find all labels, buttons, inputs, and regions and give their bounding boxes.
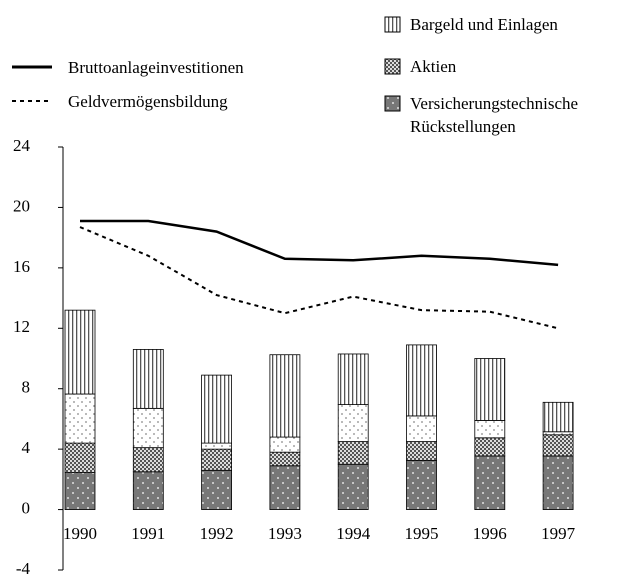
bar-segment — [132, 349, 164, 409]
line-series — [80, 219, 559, 267]
x-tick-label: 1995 — [405, 524, 439, 543]
x-tick-label: 1991 — [131, 524, 165, 543]
y-tick-label: 24 — [13, 136, 31, 155]
bar-segment — [64, 442, 96, 473]
bar-segment — [474, 420, 506, 439]
bar-segment — [201, 469, 233, 510]
legend-label: Bruttoanlageinvestitionen — [68, 58, 244, 77]
bar-segment — [474, 455, 506, 510]
x-tick-label: 1992 — [200, 524, 234, 543]
bar-segment — [542, 455, 574, 510]
x-tick-label: 1994 — [336, 524, 371, 543]
legend-swatch — [384, 16, 401, 33]
y-tick-label: -4 — [16, 559, 31, 574]
y-tick-label: 20 — [13, 196, 30, 215]
x-tick-label: 1993 — [268, 524, 302, 543]
bar-segment — [474, 358, 506, 421]
x-tick-label: 1996 — [473, 524, 507, 543]
bar-segment — [64, 393, 96, 444]
bar-segment — [542, 431, 574, 436]
bar-segment — [64, 309, 96, 395]
bar-segment — [406, 344, 437, 417]
x-tick-label: 1990 — [63, 524, 97, 543]
legend-label: Bargeld und Einlagen — [410, 15, 558, 34]
bar-segment — [542, 401, 574, 433]
bar-segment — [269, 451, 301, 467]
bar-segment — [201, 442, 233, 450]
bar-segment — [64, 472, 96, 510]
legend-label: Aktien — [410, 57, 457, 76]
y-tick-label: 4 — [22, 438, 31, 457]
bar-segment — [132, 407, 164, 449]
y-tick-label: 12 — [13, 317, 30, 336]
bar-segment — [337, 353, 369, 405]
bar-segment — [406, 415, 437, 442]
bar-segment — [474, 437, 506, 457]
bar-segment — [269, 354, 301, 438]
bar-segment — [132, 447, 164, 473]
bar-segment — [269, 465, 301, 510]
legend-swatch — [384, 95, 401, 112]
legend-label: Versicherungstechnische Rückstellungen — [410, 94, 579, 136]
y-tick-label: 16 — [13, 257, 30, 276]
y-tick-label: 8 — [22, 378, 31, 397]
y-tick-label: 0 — [22, 498, 31, 517]
bar-segment — [201, 374, 233, 444]
bar-segment — [542, 434, 574, 457]
bar-segment — [337, 404, 369, 442]
bar-segment — [337, 441, 369, 465]
bar-segment — [201, 448, 233, 471]
legend-label: Geldvermögensbildung — [68, 92, 228, 111]
line-series — [79, 226, 559, 330]
x-tick-label: 1997 — [541, 524, 576, 543]
bar-segment — [406, 441, 437, 461]
bar-segment — [132, 471, 164, 510]
legend-swatch — [384, 58, 401, 75]
bar-segment — [269, 436, 301, 453]
bar-segment — [406, 460, 437, 510]
bar-segment — [337, 463, 369, 510]
